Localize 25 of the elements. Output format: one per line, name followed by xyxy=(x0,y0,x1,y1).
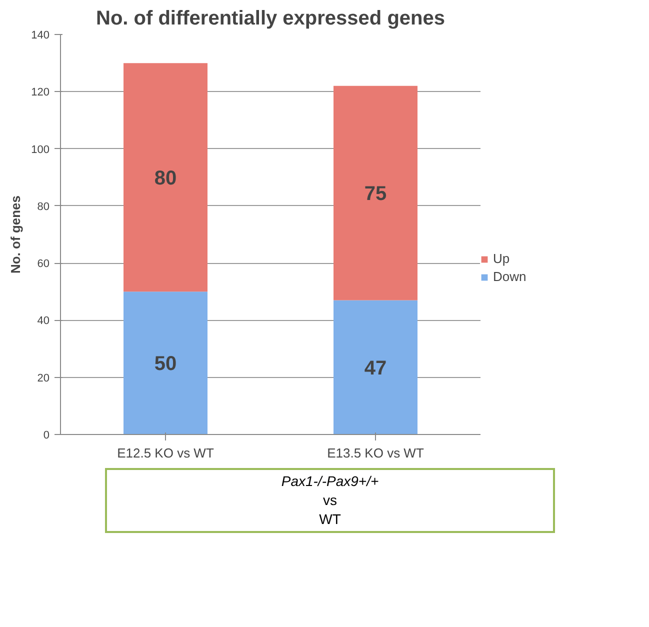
y-tick-label: 140 xyxy=(31,30,50,42)
y-axis-title: No. of genes xyxy=(8,195,24,274)
text: Pax1-/-Pax9+/+ xyxy=(281,473,379,489)
data-label: 50 xyxy=(154,353,177,376)
legend-label: Up xyxy=(493,251,511,266)
x-tick-label: E12.5 KO vs WT xyxy=(117,446,214,460)
bar xyxy=(124,292,208,434)
chart-title: No. of differentially expressed genes xyxy=(96,8,446,30)
data-label: 80 xyxy=(154,167,177,190)
y-tick-label: 0 xyxy=(43,430,50,442)
bar xyxy=(334,300,418,434)
data-label: 75 xyxy=(364,183,387,206)
y-tick-label: 80 xyxy=(37,200,50,213)
bar xyxy=(334,86,418,300)
data-label: 47 xyxy=(364,357,387,380)
y-tick-label: 60 xyxy=(37,258,50,270)
bar xyxy=(124,63,208,292)
y-tick-label: 100 xyxy=(31,144,50,156)
y-tick-label: 40 xyxy=(37,315,50,328)
text: WT xyxy=(319,511,341,527)
y-tick-label: 20 xyxy=(37,372,50,384)
y-tick-label: 120 xyxy=(31,86,50,99)
x-tick-label: E13.5 KO vs WT xyxy=(327,446,424,460)
text: vs xyxy=(323,492,337,508)
legend-label: Down xyxy=(493,269,526,284)
